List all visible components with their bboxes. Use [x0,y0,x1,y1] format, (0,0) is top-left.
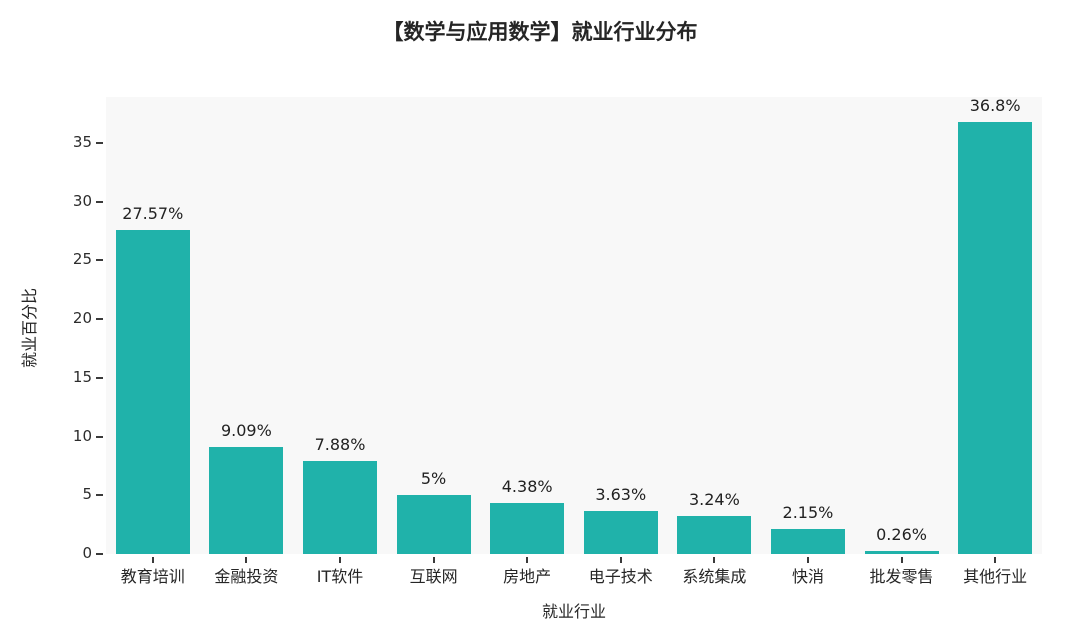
y-tick-mark [96,376,103,379]
bar-8 [770,529,845,554]
bar-value-label: 5% [420,469,447,488]
x-axis-title: 就业行业 [541,602,606,621]
y-tick-mark [96,435,103,438]
bar-5 [490,503,565,554]
bar-slot-8: 2.15% [761,97,855,563]
x-tick-mark [526,557,529,563]
x-tick-mark [900,557,903,563]
x-category-label: 其他行业 [963,567,1028,586]
bar-4 [396,495,471,554]
y-tick-label: 0 [82,544,92,562]
x-category-label: 快消 [791,567,824,586]
bar-slot-9: 0.26% [855,97,949,563]
bar-value-label: 2.15% [782,503,834,522]
bar-value-label: 36.8% [969,96,1021,115]
x-category-label: 电子技术 [588,567,653,586]
bar-10 [958,122,1033,554]
bar-9 [864,551,939,554]
x-tick-mark [806,557,809,563]
bar-value-label: 3.24% [688,490,740,509]
y-tick-mark [96,200,103,203]
x-category-label: 互联网 [409,567,458,586]
x-category-label: 房地产 [503,567,552,586]
bar-2 [209,447,284,554]
x-axis-category-labels: 教育培训 金融投资 IT软件 互联网 房地产 电子技术 系统集成 快消 批发零售 其他行业 [106,563,1042,587]
bar-value-label: 7.88% [314,435,366,454]
y-tick-label: 25 [72,250,92,269]
y-tick-mark [96,553,103,555]
x-tick-mark [338,557,341,563]
bar-3 [303,461,377,554]
x-tick-mark [619,557,622,563]
x-category-label: 系统集成 [682,567,747,586]
x-tick-mark [245,557,248,563]
y-tick-mark [96,141,103,144]
y-tick-mark [96,259,103,262]
y-axis-title: 就业百分比 [20,288,39,369]
y-tick-label: 20 [72,309,92,328]
y-tick-label: 35 [72,132,92,151]
x-tick-mark [994,557,997,563]
x-tick-mark [151,557,154,563]
x-category-label: 批发零售 [869,567,934,586]
bar-slot-7: 3.24% [668,97,762,563]
plot-area: 0 5 10 15 20 25 30 35 27.57% 9.09% 7.88% 5% 4.38% 3.6… [73,96,1042,563]
bar-7 [677,516,752,554]
bar-value-label: 9.09% [220,421,272,440]
x-tick-mark [432,557,435,563]
bar-value-label: 4.38% [501,477,553,496]
bar-slot-2: 9.09% [200,97,294,563]
x-category-label: 金融投资 [214,567,279,586]
bar-slot-1: 27.57% [106,97,200,563]
bar-value-label: 0.26% [876,525,927,544]
bar-value-label: 3.63% [595,485,647,504]
x-tick-mark [713,557,716,563]
bar-slot-10: 36.8% [948,96,1042,563]
bar-slot-5: 4.38% [480,97,574,563]
bar-6 [583,511,658,554]
y-tick-label: 15 [72,367,92,386]
chart-title: 【数学与应用数学】就业行业分布 [382,20,698,44]
x-category-label: 教育培训 [120,567,185,586]
bar-1 [115,230,190,554]
x-category-label: IT软件 [316,567,364,586]
bar-slot-6: 3.63% [574,97,668,563]
y-tick-label: 10 [72,426,92,445]
y-tick-label: 5 [82,485,92,504]
y-tick-mark [96,318,103,321]
y-tick-mark [96,494,103,497]
bar-slot-3: 7.88% [293,97,387,563]
bar-slot-4: 5% [387,97,481,563]
y-tick-label: 30 [72,191,92,210]
bar-value-label: 27.57% [122,204,184,223]
